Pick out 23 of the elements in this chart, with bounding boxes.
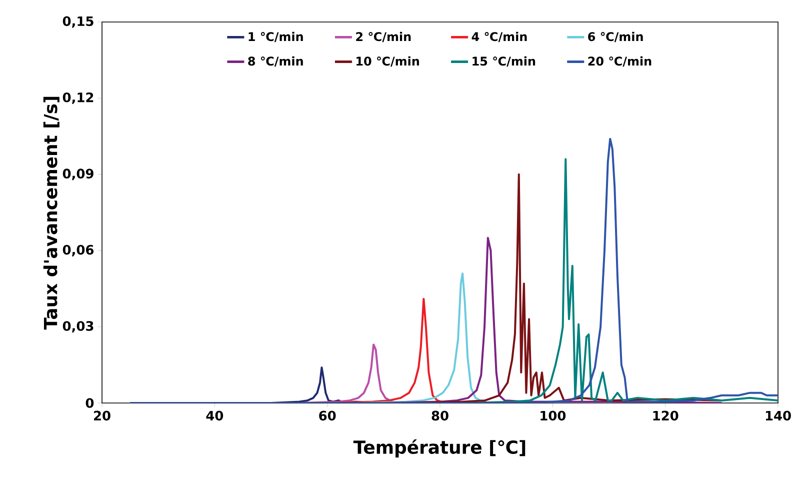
legend-label: 20 ℃/min bbox=[588, 56, 652, 67]
x-tick-label: 140 bbox=[766, 410, 791, 421]
x-tick-label: 20 bbox=[94, 410, 110, 421]
legend-label: 2 ℃/min bbox=[356, 32, 411, 42]
x-tick-label: 100 bbox=[540, 410, 566, 421]
x-axis-title: Température [℃] bbox=[353, 439, 526, 458]
x-tick-label: 80 bbox=[432, 410, 448, 421]
legend-label: 6 ℃/min bbox=[588, 32, 643, 42]
legend-label: 10 ℃/min bbox=[356, 56, 419, 67]
y-tick-label: 0,09 bbox=[62, 168, 94, 180]
y-tick-label: 0 bbox=[86, 398, 94, 408]
x-tick-label: 40 bbox=[206, 410, 224, 421]
legend-label: 15 ℃/min bbox=[472, 56, 536, 67]
y-tick-label: 0,15 bbox=[62, 16, 94, 28]
y-axis-title: Taux d'avancement [/s] bbox=[43, 96, 60, 330]
y-tick-label: 0,06 bbox=[62, 244, 94, 256]
legend-label: 8 ℃/min bbox=[248, 56, 303, 67]
y-tick-label: 0,03 bbox=[62, 321, 94, 333]
y-tick-label: 0,12 bbox=[62, 92, 94, 104]
legend-label: 1 ℃/min bbox=[248, 32, 303, 42]
x-tick-label: 60 bbox=[319, 410, 336, 421]
x-tick-label: 120 bbox=[653, 410, 678, 421]
legend-label: 4 ℃/min bbox=[472, 32, 527, 42]
